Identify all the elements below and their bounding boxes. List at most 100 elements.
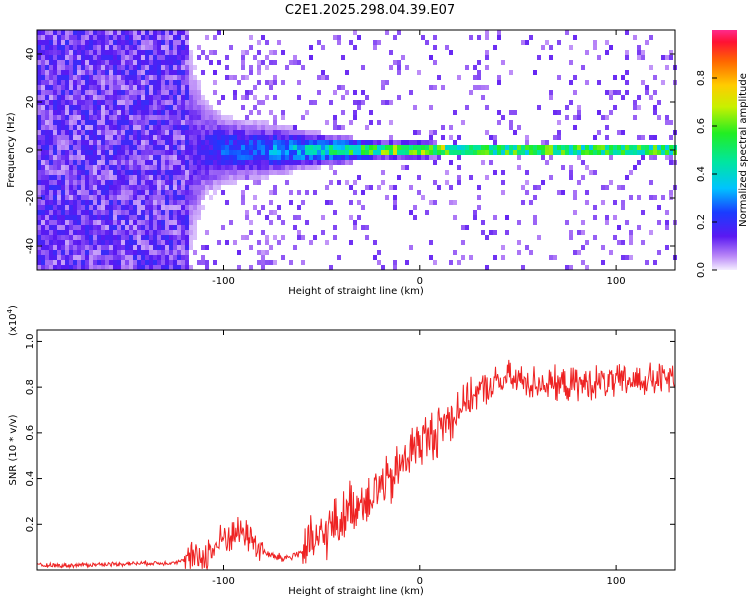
heat-cell bbox=[477, 75, 481, 80]
heat-cell bbox=[113, 90, 117, 95]
heat-cell bbox=[285, 170, 289, 175]
heat-cell bbox=[97, 45, 101, 50]
heat-cell bbox=[137, 165, 141, 170]
heat-cell bbox=[265, 120, 269, 125]
heat-cell bbox=[165, 110, 169, 115]
heat-cell bbox=[49, 225, 53, 230]
heat-cell bbox=[65, 220, 69, 225]
heat-cell bbox=[41, 120, 45, 125]
heat-cell bbox=[189, 205, 193, 210]
heat-cell bbox=[253, 140, 257, 145]
heat-cell bbox=[161, 35, 165, 40]
heat-cell bbox=[421, 150, 425, 155]
heat-cell bbox=[153, 245, 157, 250]
heat-cell bbox=[137, 80, 141, 85]
heat-cell bbox=[353, 180, 357, 185]
heat-cell bbox=[177, 250, 181, 255]
heat-cell bbox=[249, 125, 253, 130]
heat-cell bbox=[605, 115, 609, 120]
heat-cell bbox=[157, 215, 161, 220]
heat-cell bbox=[185, 235, 189, 240]
heat-cell bbox=[93, 105, 97, 110]
heat-cell bbox=[41, 140, 45, 145]
heat-cell bbox=[445, 180, 449, 185]
heat-cell bbox=[117, 70, 121, 75]
heat-cell bbox=[153, 200, 157, 205]
heat-cell bbox=[529, 150, 533, 155]
heat-cell bbox=[217, 175, 221, 180]
heat-cell bbox=[113, 255, 117, 260]
heat-cell bbox=[189, 60, 193, 65]
heat-cell bbox=[501, 150, 505, 155]
heat-cell bbox=[93, 200, 97, 205]
heat-cell bbox=[569, 100, 573, 105]
heat-cell bbox=[189, 190, 193, 195]
heat-cell bbox=[65, 115, 69, 120]
heat-cell bbox=[185, 195, 189, 200]
heat-cell bbox=[53, 70, 57, 75]
heat-cell bbox=[141, 55, 145, 60]
heat-cell bbox=[205, 175, 209, 180]
heat-cell bbox=[65, 160, 69, 165]
heat-cell bbox=[605, 40, 609, 45]
heat-cell bbox=[185, 155, 189, 160]
heat-cell bbox=[409, 150, 413, 155]
heat-cell bbox=[333, 150, 337, 155]
heat-cell bbox=[37, 180, 41, 185]
heat-cell bbox=[161, 170, 165, 175]
heat-cell bbox=[69, 55, 73, 60]
heat-cell bbox=[581, 245, 585, 250]
heat-cell bbox=[45, 190, 49, 195]
heat-cell bbox=[105, 130, 109, 135]
heat-cell bbox=[161, 75, 165, 80]
heat-cell bbox=[257, 140, 261, 145]
heat-cell bbox=[121, 145, 125, 150]
heat-cell bbox=[233, 175, 237, 180]
heat-cell bbox=[149, 40, 153, 45]
heat-cell bbox=[585, 240, 589, 245]
heat-cell bbox=[77, 200, 81, 205]
heat-cell bbox=[121, 240, 125, 245]
heat-cell bbox=[65, 180, 69, 185]
heat-cell bbox=[321, 155, 325, 160]
heat-cell bbox=[41, 260, 45, 265]
heat-cell bbox=[133, 140, 137, 145]
heat-cell bbox=[161, 240, 165, 245]
heat-cell bbox=[269, 145, 273, 150]
heat-cell bbox=[337, 180, 341, 185]
heat-cell bbox=[369, 145, 373, 150]
heat-cell bbox=[157, 170, 161, 175]
heat-cell bbox=[37, 40, 41, 45]
heat-cell bbox=[557, 120, 561, 125]
heat-cell bbox=[89, 85, 93, 90]
heat-cell bbox=[185, 55, 189, 60]
heat-cell bbox=[69, 265, 73, 270]
heat-cell bbox=[245, 125, 249, 130]
heat-cell bbox=[205, 230, 209, 235]
heat-cell bbox=[77, 195, 81, 200]
heat-cell bbox=[157, 140, 161, 145]
heat-cell bbox=[361, 145, 365, 150]
heat-cell bbox=[189, 240, 193, 245]
heat-cell bbox=[453, 200, 457, 205]
heat-cell bbox=[265, 40, 269, 45]
heat-cell bbox=[393, 265, 397, 270]
heat-cell bbox=[53, 125, 57, 130]
heat-cell bbox=[169, 80, 173, 85]
heat-cell bbox=[265, 55, 269, 60]
heat-cell bbox=[185, 145, 189, 150]
heat-cell bbox=[333, 160, 337, 165]
heat-cell bbox=[265, 170, 269, 175]
heat-cell bbox=[125, 175, 129, 180]
heat-cell bbox=[105, 170, 109, 175]
heat-cell bbox=[61, 255, 65, 260]
heat-cell bbox=[105, 215, 109, 220]
heat-cell bbox=[381, 140, 385, 145]
heat-cell bbox=[93, 75, 97, 80]
heat-cell bbox=[333, 125, 337, 130]
heat-cell bbox=[57, 90, 61, 95]
heat-cell bbox=[201, 140, 205, 145]
heat-cell bbox=[149, 130, 153, 135]
heat-cell bbox=[133, 80, 137, 85]
heat-cell bbox=[105, 155, 109, 160]
